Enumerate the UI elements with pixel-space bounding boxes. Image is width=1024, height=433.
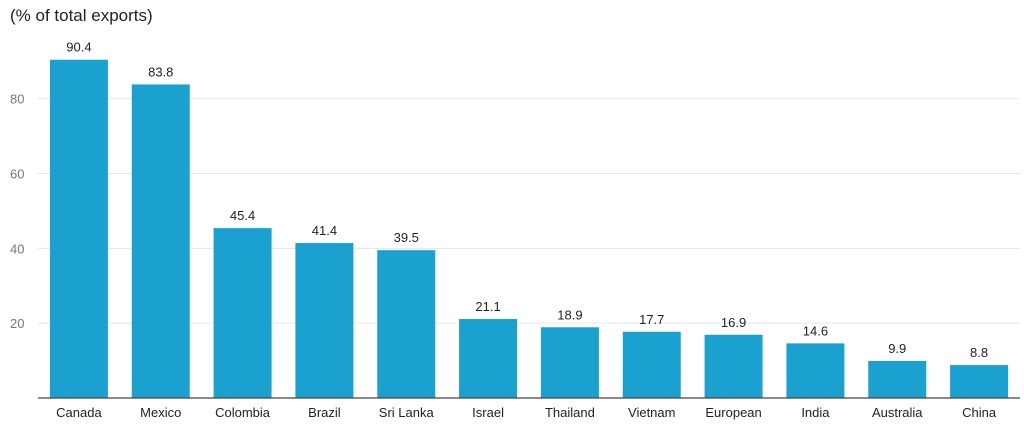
- x-tick-label: Thailand: [545, 405, 595, 420]
- x-tick-label: Mexico: [140, 405, 181, 420]
- x-tick-label: Vietnam: [628, 405, 675, 420]
- x-tick-label: Australia: [872, 405, 923, 420]
- data-label: 21.1: [475, 299, 500, 314]
- bar: [540, 327, 599, 398]
- x-tick-label: Sri Lanka: [379, 405, 435, 420]
- data-label: 83.8: [148, 64, 173, 79]
- bar: [622, 331, 681, 398]
- x-tick-label: India: [801, 405, 830, 420]
- y-tick-label: 40: [10, 241, 24, 256]
- x-tick-label: China: [962, 405, 997, 420]
- data-label: 45.4: [230, 208, 255, 223]
- y-tick-label: 20: [10, 316, 24, 331]
- x-tick-label: Israel: [472, 405, 504, 420]
- data-label: 17.7: [639, 312, 664, 327]
- data-label: 16.9: [721, 315, 746, 330]
- bar: [868, 360, 927, 398]
- data-label: 39.5: [394, 230, 419, 245]
- data-label: 90.4: [66, 40, 91, 55]
- x-tick-label: Brazil: [308, 405, 341, 420]
- bar: [786, 343, 845, 398]
- data-label: 14.6: [803, 323, 828, 338]
- bar: [950, 365, 1009, 398]
- bar: [49, 59, 108, 398]
- bar: [704, 334, 763, 398]
- y-axis-title: (% of total exports): [10, 6, 153, 25]
- x-tick-label: Canada: [56, 405, 102, 420]
- bar: [295, 243, 354, 398]
- data-label: 41.4: [312, 223, 337, 238]
- data-label: 9.9: [888, 341, 906, 356]
- bar: [459, 319, 518, 398]
- bar: [213, 228, 272, 398]
- x-tick-label: European: [705, 405, 761, 420]
- y-tick-label: 60: [10, 166, 24, 181]
- y-tick-label: 80: [10, 92, 24, 107]
- bar: [377, 250, 436, 398]
- data-label: 18.9: [557, 307, 582, 322]
- data-label: 8.8: [970, 345, 988, 360]
- x-tick-label: Colombia: [215, 405, 271, 420]
- bar: [131, 84, 190, 398]
